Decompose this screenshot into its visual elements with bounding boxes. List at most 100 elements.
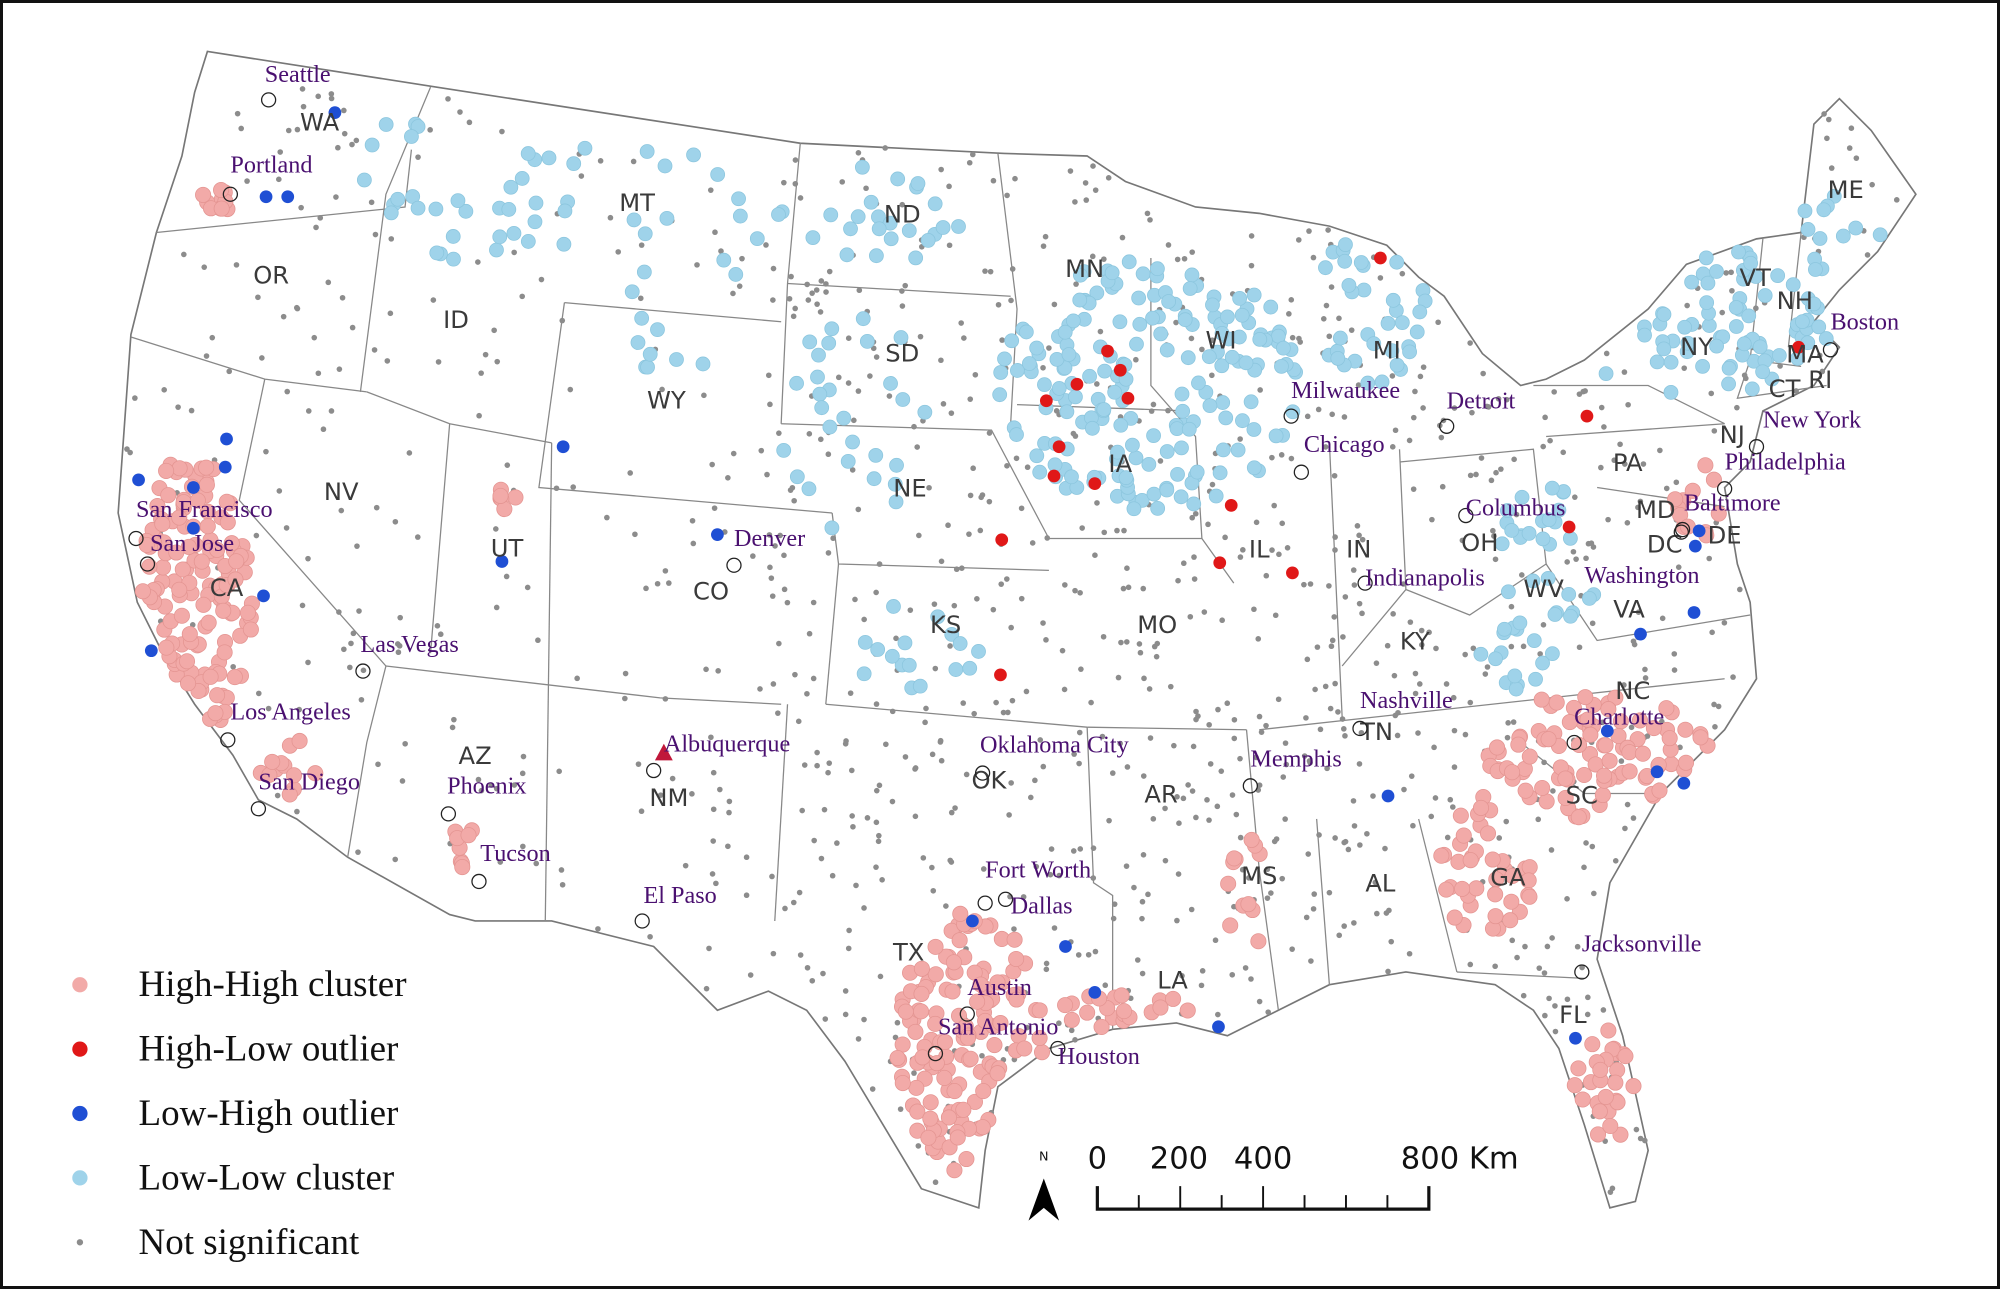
state-label: RI — [1808, 366, 1832, 394]
not-significant-point — [315, 370, 322, 377]
low-low-point — [840, 453, 856, 469]
high-high-point — [1446, 909, 1463, 926]
not-significant-point — [770, 950, 777, 957]
low-low-point — [859, 333, 875, 349]
high-high-point — [242, 621, 259, 638]
city-marker — [959, 1006, 975, 1022]
high-high-point — [215, 602, 232, 619]
not-significant-point — [1140, 852, 1147, 858]
not-significant-point — [274, 792, 281, 799]
not-significant-point — [1251, 606, 1257, 613]
not-significant-point — [792, 157, 799, 163]
not-significant-point — [1165, 242, 1172, 248]
high-high-point — [178, 653, 196, 670]
not-significant-point — [993, 699, 999, 706]
low-high-point — [1677, 776, 1691, 790]
not-significant-point — [709, 871, 716, 877]
city-marker — [1439, 418, 1455, 434]
not-significant-point — [873, 701, 880, 707]
high-high-point — [171, 509, 188, 526]
not-significant-point — [1492, 556, 1499, 563]
not-significant-point — [1073, 281, 1079, 287]
not-significant-point — [1332, 835, 1338, 841]
city-marker — [977, 895, 993, 911]
not-significant-point — [1544, 943, 1551, 950]
high-high-point — [958, 1150, 975, 1168]
low-low-point — [728, 267, 744, 282]
not-significant-point — [1109, 770, 1116, 776]
low-low-point — [870, 642, 886, 657]
not-significant-point — [1004, 463, 1010, 469]
not-significant-point — [1089, 253, 1096, 260]
not-significant-point — [1728, 269, 1734, 276]
not-significant-point — [355, 849, 361, 855]
not-significant-point — [713, 880, 719, 887]
city-marker — [1352, 720, 1368, 737]
high-high-point — [195, 596, 212, 613]
not-significant-point — [328, 408, 335, 414]
not-significant-point — [818, 855, 825, 862]
not-significant-point — [1139, 970, 1146, 977]
city-marker — [1357, 575, 1373, 591]
low-low-point — [1202, 398, 1218, 414]
north-label: N — [1039, 1150, 1049, 1165]
not-significant-point — [1134, 957, 1141, 963]
not-significant-point — [333, 194, 339, 200]
not-significant-point — [1401, 786, 1407, 793]
city-marker — [726, 557, 742, 573]
not-significant-point — [475, 776, 482, 783]
not-significant-point — [861, 1016, 867, 1023]
not-significant-point — [902, 754, 909, 760]
not-significant-point — [966, 159, 973, 166]
low-high-point — [1059, 940, 1072, 953]
not-significant-point — [1350, 567, 1357, 573]
city-label: El Paso — [643, 882, 716, 909]
not-significant-point — [1009, 266, 1016, 272]
not-significant-point — [1020, 894, 1027, 900]
high-high-point — [908, 1079, 925, 1096]
not-significant-point — [801, 762, 808, 768]
low-low-point — [789, 469, 805, 485]
not-significant-point — [1062, 582, 1068, 588]
not-significant-point — [1024, 1024, 1030, 1031]
not-significant-point — [1354, 523, 1361, 529]
city-label: San Francisco — [136, 496, 273, 523]
low-low-point — [1402, 344, 1417, 360]
not-significant-point — [1547, 437, 1553, 444]
not-significant-legend-swatch — [76, 1239, 84, 1246]
not-significant-point — [1336, 932, 1343, 939]
low-low-point — [802, 334, 818, 350]
not-significant-point — [1068, 1027, 1075, 1034]
not-significant-point — [662, 568, 669, 574]
low-low-point — [1121, 254, 1137, 270]
high-high-point — [181, 626, 198, 643]
not-significant-point — [781, 552, 787, 559]
not-significant-point — [1428, 813, 1435, 820]
state-border — [997, 153, 1018, 424]
low-low-point — [520, 146, 536, 161]
not-significant-point — [814, 301, 820, 307]
low-low-point — [1544, 480, 1560, 496]
not-significant-point — [682, 862, 689, 869]
not-significant-point — [635, 761, 642, 767]
state-label: KY — [1400, 627, 1430, 655]
not-significant-point — [299, 86, 306, 92]
not-significant-point — [1332, 547, 1338, 553]
not-significant-point — [1176, 820, 1182, 826]
not-significant-point — [1198, 982, 1205, 989]
scale-tick: 800 Km — [1401, 1141, 1519, 1176]
not-significant-point — [336, 366, 343, 372]
low-low-point — [1170, 466, 1185, 482]
not-significant-point — [788, 273, 794, 280]
not-significant-point — [1117, 740, 1123, 747]
high-low-point — [1224, 498, 1238, 512]
high-high-point — [1570, 1060, 1587, 1077]
high-high-point — [199, 518, 216, 535]
low-high-point — [1688, 539, 1702, 553]
not-significant-point — [1505, 720, 1511, 726]
not-significant-point — [1303, 914, 1310, 921]
low-low-point — [1096, 402, 1112, 417]
low-low-point — [1004, 333, 1020, 349]
high-high-point — [200, 614, 217, 631]
